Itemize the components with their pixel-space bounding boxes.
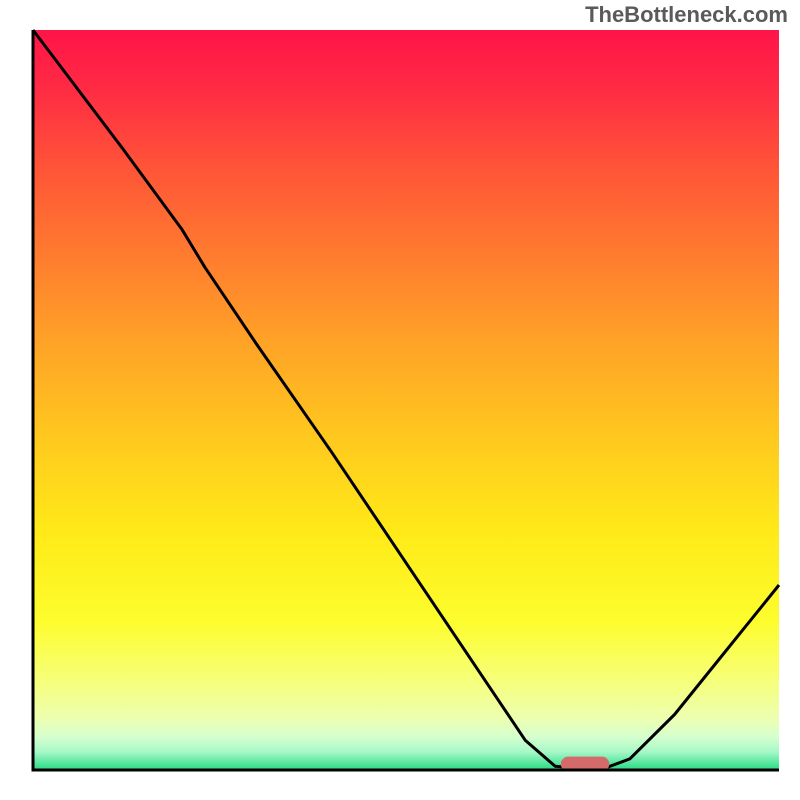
bottleneck-chart: [0, 0, 800, 800]
chart-container: TheBottleneck.com: [0, 0, 800, 800]
gradient-background: [33, 30, 779, 770]
watermark-text: TheBottleneck.com: [585, 2, 788, 28]
